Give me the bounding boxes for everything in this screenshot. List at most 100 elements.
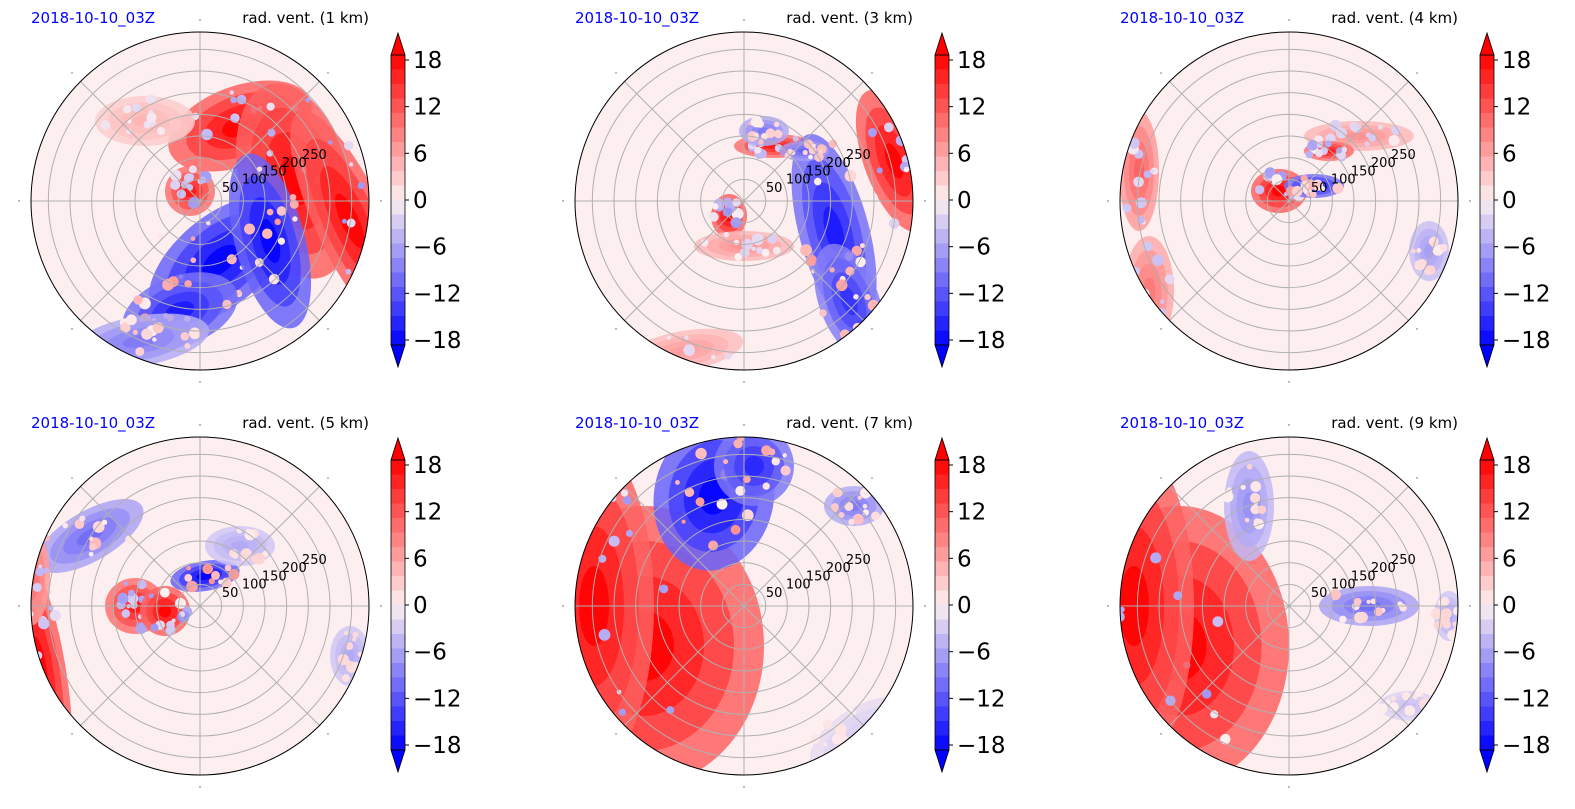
colorbar-segment	[391, 619, 405, 635]
radial-tick-label: 100	[1331, 578, 1356, 593]
field-speckle	[74, 519, 85, 529]
radial-tick-label: 50	[222, 586, 239, 601]
radial-tick-label: 250	[846, 148, 871, 163]
angular-tick	[71, 733, 73, 735]
colorbar-tick-label: −18	[957, 733, 1006, 759]
field-contour	[31, 551, 40, 601]
field-speckle	[895, 135, 907, 146]
colorbar-tick-label: 18	[413, 453, 442, 479]
colorbar-tick-label: 0	[957, 593, 972, 619]
panel-title-right: rad. vent. (5 km)	[242, 414, 369, 432]
field-speckle	[829, 267, 835, 273]
field-speckle	[120, 322, 131, 333]
colorbar-segment	[935, 185, 949, 201]
field-speckle	[805, 254, 817, 267]
colorbar-segment	[935, 503, 949, 519]
angular-tick	[871, 72, 873, 74]
field-speckle	[188, 196, 200, 209]
field-speckle	[349, 162, 354, 167]
angular-grid-line	[1169, 81, 1290, 202]
field-speckle	[148, 593, 154, 599]
field-speckle	[739, 247, 750, 258]
field-speckle	[1452, 606, 1458, 616]
field-speckle	[1135, 197, 1147, 209]
field-speckle	[199, 176, 207, 184]
field-speckle	[1164, 274, 1175, 285]
field-speckle	[1122, 203, 1132, 213]
field-speckle	[1150, 552, 1162, 564]
angular-grid-line	[80, 81, 201, 202]
field-speckle	[1424, 267, 1432, 276]
field-speckle	[366, 147, 369, 159]
field-speckle	[867, 192, 879, 204]
colorbar-extend-min	[934, 749, 950, 774]
field-speckle	[695, 497, 705, 507]
field-speckle	[857, 495, 862, 500]
polar-frame	[30, 436, 370, 776]
radial-tick-label: 200	[826, 561, 851, 576]
field-speckle	[1339, 615, 1347, 624]
field-speckle	[88, 551, 94, 557]
field-speckle	[158, 234, 164, 240]
angular-tick	[615, 72, 617, 74]
field-speckle	[218, 579, 223, 585]
panel-title-right: rad. vent. (4 km)	[1331, 9, 1458, 27]
field-speckle	[684, 487, 695, 498]
angular-tick	[327, 477, 329, 479]
field-speckle	[867, 128, 878, 138]
field-speckle	[643, 347, 654, 358]
radial-tick-label: 150	[262, 569, 287, 584]
colorbar-extend-max	[390, 436, 406, 461]
angular-grid-line	[624, 605, 745, 726]
field-speckle	[814, 177, 822, 186]
field-speckle	[1250, 504, 1260, 515]
field-speckle	[43, 567, 50, 574]
field-speckle	[802, 149, 808, 156]
colorbar-segment	[391, 229, 405, 244]
colorbar-segment	[1480, 113, 1494, 128]
colorbar-segment	[1480, 692, 1494, 707]
field-speckle	[618, 708, 626, 716]
colorbar-segment	[1480, 605, 1494, 620]
colorbar-segment	[391, 503, 405, 519]
angular-tick	[1160, 477, 1162, 479]
field-speckle	[1220, 733, 1231, 745]
angular-tick	[380, 200, 382, 202]
colorbar-segment	[1480, 561, 1494, 577]
field-speckle	[1389, 702, 1399, 712]
field-speckle	[871, 511, 880, 521]
field-speckle	[1332, 182, 1344, 194]
field-speckle	[620, 489, 629, 497]
field-speckle	[1139, 292, 1145, 298]
field-speckle	[903, 166, 910, 173]
field-speckle	[732, 198, 741, 207]
colorbar-segment	[391, 547, 405, 562]
colorbar-tick-label: 6	[957, 141, 972, 167]
colorbar-segment	[1480, 518, 1494, 533]
field-speckle	[1140, 721, 1152, 734]
field-speckle	[1300, 174, 1308, 183]
field-speckle	[822, 719, 833, 730]
field-speckle	[180, 332, 190, 341]
field-speckle	[1430, 608, 1443, 620]
field-speckle	[625, 529, 633, 537]
colorbar-tick-label: 18	[413, 48, 442, 74]
field-speckle	[712, 203, 719, 210]
field-speckle	[724, 352, 732, 360]
field-speckle	[1240, 484, 1246, 490]
colorbar-segment	[935, 229, 949, 244]
field-speckle	[808, 146, 817, 155]
field-speckle	[708, 540, 719, 551]
field-speckle	[1120, 611, 1125, 622]
colorbar-segment	[391, 706, 405, 722]
colorbar-tick-label: −12	[957, 686, 1006, 712]
colorbar-segment	[1480, 84, 1494, 99]
colorbar-segment	[1480, 503, 1494, 519]
radial-tick-label: 50	[222, 181, 239, 196]
field-speckle	[190, 257, 197, 264]
field-speckle	[14, 568, 20, 574]
angular-tick	[380, 605, 382, 607]
colorbar-tick-label: 6	[1502, 141, 1517, 167]
field-speckle	[1156, 323, 1163, 330]
